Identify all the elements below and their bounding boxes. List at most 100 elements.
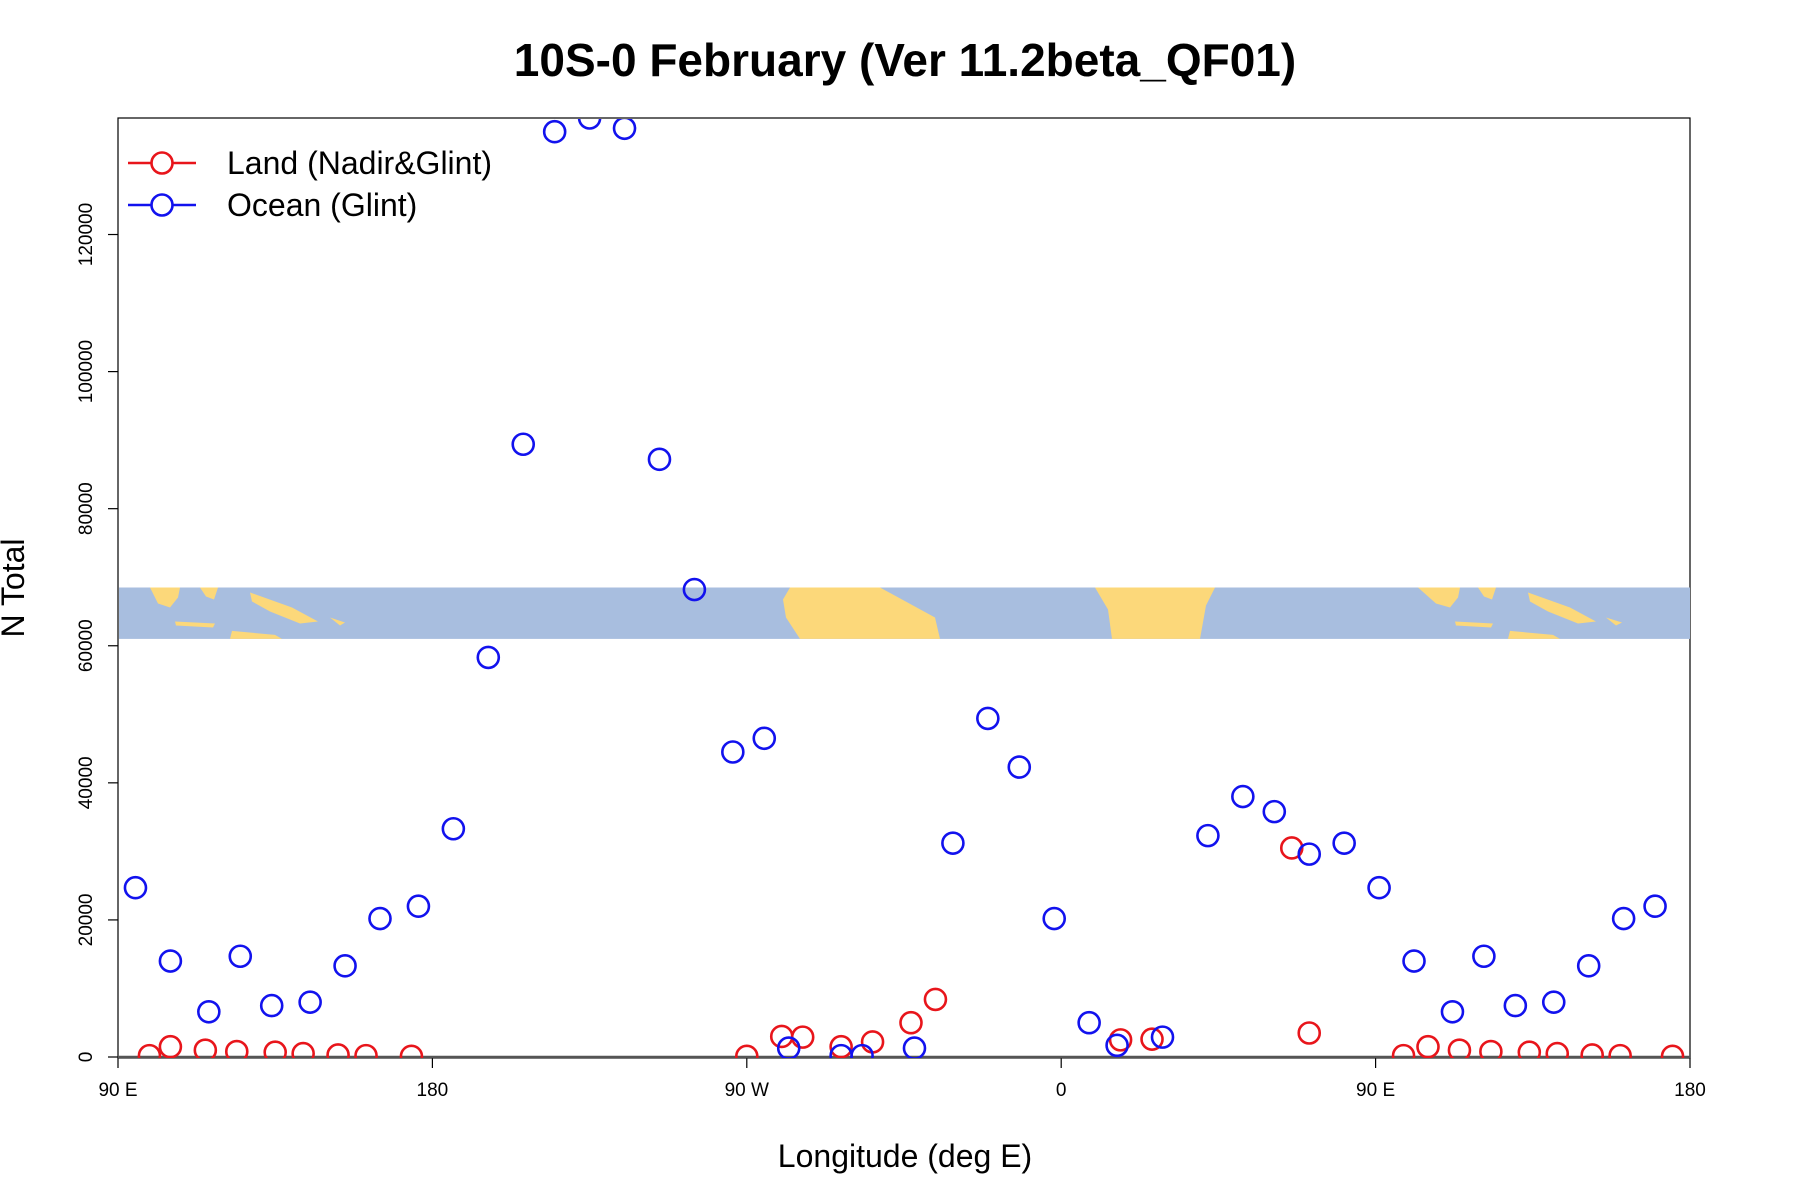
ocean-point: [298, 990, 322, 1014]
land-borneo-sumatra-2: [1418, 587, 1460, 608]
land-point: [193, 1038, 218, 1058]
ocean-point: [1503, 993, 1528, 1018]
y-tick-label: 60000: [76, 619, 97, 672]
land-java: [175, 621, 215, 628]
ocean-point: [721, 740, 745, 764]
land-islands-2: [1606, 617, 1622, 626]
land-point: [1517, 1040, 1542, 1058]
ocean-point: [850, 1043, 874, 1058]
series-ocean: [123, 119, 1667, 1058]
ocean-point: [1541, 990, 1566, 1014]
land-point: [1391, 1043, 1416, 1058]
land-point: [1660, 1044, 1685, 1058]
ocean-point: [123, 875, 148, 900]
ocean-point: [647, 447, 672, 472]
x-tick-label: 180: [1674, 1080, 1706, 1101]
land-point: [1108, 1028, 1133, 1052]
x-tick-label: 90 E: [98, 1080, 137, 1101]
land-point: [735, 1044, 759, 1058]
ocean-point: [612, 119, 637, 141]
land-point: [1416, 1034, 1440, 1058]
ocean-point: [1402, 949, 1426, 973]
ocean-point: [1643, 894, 1667, 919]
land-point: [399, 1044, 424, 1058]
ocean-point: [1611, 906, 1636, 931]
land-point: [1447, 1038, 1472, 1058]
y-tick-label: 40000: [76, 756, 97, 809]
x-tick-label: 180: [417, 1080, 449, 1101]
legend-item-land: Land (Nadir&Glint): [128, 145, 492, 181]
ocean-point: [1576, 954, 1601, 978]
land-australia-north-2: [1508, 630, 1560, 639]
land-point: [1479, 1039, 1503, 1058]
ocean-point: [1297, 842, 1322, 866]
x-axis: 90 E 180 90 W 0 90 E 180: [98, 1058, 1706, 1101]
ocean-point: [441, 816, 466, 841]
land-point: [137, 1043, 162, 1058]
ocean-point: [902, 1036, 927, 1058]
y-tick-label: 20000: [76, 893, 97, 946]
ocean-point: [542, 119, 567, 144]
legend: Land (Nadir&Glint) Ocean (Glint): [128, 145, 492, 223]
ocean-point: [1332, 831, 1356, 855]
land-point: [1545, 1041, 1570, 1058]
ocean-point: [1231, 784, 1255, 809]
land-point: [829, 1034, 853, 1058]
y-tick-label: 80000: [76, 482, 97, 535]
ocean-point: [476, 645, 501, 670]
x-tick-label: 90 E: [1356, 1080, 1395, 1101]
ocean-point: [259, 993, 284, 1018]
ocean-point: [1105, 1033, 1129, 1058]
series-land: [137, 836, 1685, 1058]
land-borneo-sumatra: [150, 587, 180, 608]
ocean-point: [1472, 944, 1496, 969]
ocean-point: [941, 831, 965, 855]
land-point: [326, 1043, 350, 1058]
ocean-point: [1007, 755, 1032, 779]
x-tick-label: 90 W: [725, 1080, 769, 1101]
land-point: [354, 1043, 378, 1058]
ocean-point: [406, 894, 431, 919]
land-point: [1297, 1021, 1322, 1045]
ocean-point: [158, 949, 183, 973]
ocean-point: [976, 706, 1000, 731]
land-new-guinea: [250, 592, 318, 624]
ocean-point: [752, 726, 777, 751]
map-strip: [119, 587, 1690, 639]
x-tick-label: 0: [1056, 1080, 1067, 1101]
legend-label: Ocean (Glint): [227, 187, 417, 223]
ocean-point: [1196, 823, 1220, 848]
y-tick-label: 100000: [76, 340, 97, 403]
land-point: [899, 1010, 923, 1035]
land-sulawesi-2: [1478, 587, 1496, 600]
series-layer: [123, 119, 1685, 1058]
ocean-point: [1367, 875, 1391, 900]
ocean-point: [682, 577, 707, 602]
x-axis-title: Longitude (deg E): [778, 1138, 1032, 1174]
land-south-america: [783, 587, 940, 639]
land-java-2: [1455, 621, 1493, 628]
ocean-point: [368, 906, 392, 931]
land-point: [923, 987, 948, 1012]
ocean-point: [1440, 999, 1465, 1024]
y-axis: 0 20000 40000 60000 80000 100000 120000: [76, 203, 118, 1062]
ocean-point: [197, 999, 221, 1024]
land-point: [1580, 1043, 1604, 1058]
ocean-point: [1077, 1010, 1101, 1035]
y-tick-label: 120000: [76, 203, 97, 266]
ocean-point: [1150, 1025, 1175, 1049]
land-point: [263, 1040, 287, 1058]
ocean-point: [228, 944, 253, 969]
legend-item-ocean: Ocean (Glint): [128, 187, 417, 223]
land-point: [158, 1034, 183, 1058]
land-new-guinea-2: [1528, 592, 1596, 624]
land-australia-north: [230, 630, 282, 639]
land-point: [224, 1039, 249, 1058]
land-point: [1608, 1043, 1632, 1058]
land-point: [291, 1041, 315, 1058]
legend-marker: [150, 193, 174, 217]
ocean-point: [511, 432, 536, 457]
legend-marker: [150, 151, 174, 175]
ocean-point: [776, 1036, 801, 1058]
